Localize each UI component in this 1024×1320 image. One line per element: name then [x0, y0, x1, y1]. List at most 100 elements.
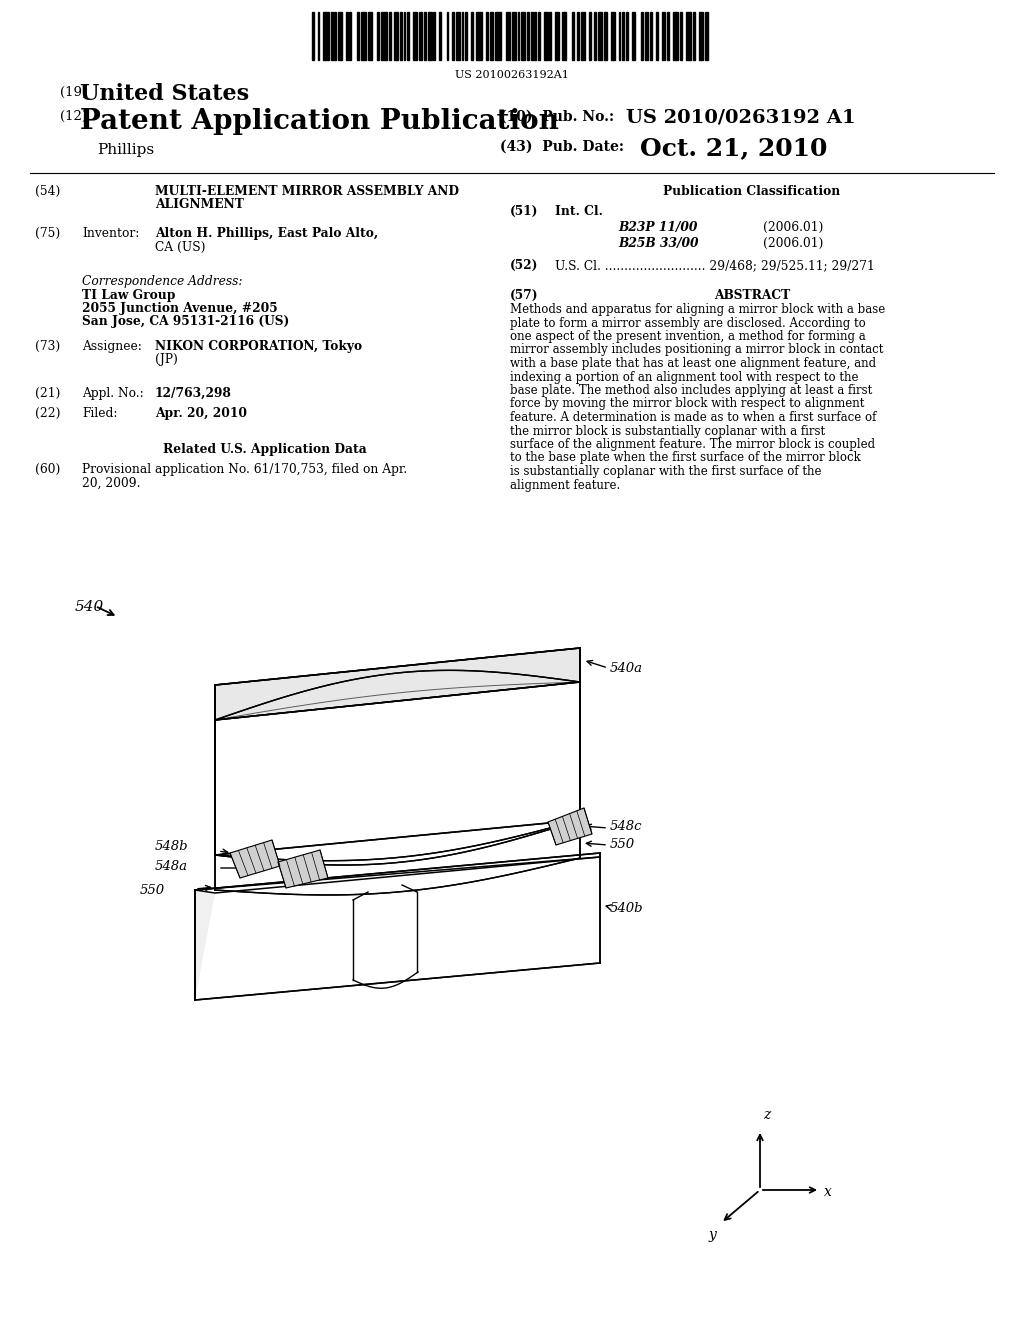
Bar	[527, 12, 528, 59]
Text: surface of the alignment feature. The mirror block is coupled: surface of the alignment feature. The mi…	[510, 438, 876, 451]
Text: one aspect of the present invention, a method for forming a: one aspect of the present invention, a m…	[510, 330, 865, 343]
Bar	[623, 12, 625, 59]
Text: (51): (51)	[510, 205, 539, 218]
Bar	[496, 12, 501, 59]
Text: Phillips: Phillips	[97, 143, 155, 157]
Bar	[641, 12, 643, 59]
Bar	[485, 12, 487, 59]
Bar	[462, 12, 464, 59]
Text: Correspondence Address:: Correspondence Address:	[82, 275, 243, 288]
Bar	[662, 12, 666, 59]
Bar	[346, 12, 347, 59]
Text: NIKON CORPORATION, Tokyo: NIKON CORPORATION, Tokyo	[155, 341, 362, 352]
Bar	[378, 12, 379, 59]
Bar	[626, 12, 628, 59]
Bar	[680, 12, 682, 59]
Text: (60): (60)	[35, 463, 60, 477]
Text: (12): (12)	[60, 110, 87, 123]
Text: Oct. 21, 2010: Oct. 21, 2010	[640, 136, 827, 160]
Bar	[446, 12, 449, 59]
Text: ALIGNMENT: ALIGNMENT	[155, 198, 244, 211]
Text: alignment feature.: alignment feature.	[510, 479, 621, 491]
Polygon shape	[195, 890, 215, 1001]
Bar	[356, 12, 358, 59]
Bar	[555, 12, 559, 59]
Bar	[439, 12, 441, 59]
Text: mirror assembly includes positioning a mirror block in contact: mirror assembly includes positioning a m…	[510, 343, 884, 356]
Polygon shape	[278, 850, 328, 888]
Text: B25B 33/00: B25B 33/00	[618, 238, 698, 249]
Bar	[582, 12, 585, 59]
Text: (21): (21)	[35, 387, 60, 400]
Text: force by moving the mirror block with respect to alignment: force by moving the mirror block with re…	[510, 397, 864, 411]
Bar	[428, 12, 432, 59]
Text: indexing a portion of an alignment tool with respect to the: indexing a portion of an alignment tool …	[510, 371, 858, 384]
Text: y: y	[709, 1228, 716, 1242]
Text: Appl. No.:: Appl. No.:	[82, 387, 143, 400]
Text: (54): (54)	[35, 185, 60, 198]
Text: Alton H. Phillips, East Palo Alto,: Alton H. Phillips, East Palo Alto,	[155, 227, 378, 240]
Text: x: x	[824, 1185, 831, 1199]
Text: U.S. Cl. .......................... 29/468; 29/525.11; 29/271: U.S. Cl. .......................... 29/4…	[555, 259, 874, 272]
Bar	[419, 12, 422, 59]
Bar	[517, 12, 519, 59]
Text: with a base plate that has at least one alignment feature, and: with a base plate that has at least one …	[510, 356, 877, 370]
Text: San Jose, CA 95131-2116 (US): San Jose, CA 95131-2116 (US)	[82, 315, 289, 329]
Text: 548b: 548b	[155, 841, 188, 854]
Bar	[394, 12, 398, 59]
Bar	[433, 12, 435, 59]
Bar	[512, 12, 516, 59]
Bar	[381, 12, 387, 59]
Bar	[645, 12, 648, 59]
Bar	[693, 12, 695, 59]
Bar	[530, 12, 532, 59]
Text: CA (US): CA (US)	[155, 240, 206, 253]
Text: 550: 550	[140, 883, 165, 896]
Text: (10)  Pub. No.:: (10) Pub. No.:	[500, 110, 614, 124]
Text: US 20100263192A1: US 20100263192A1	[455, 70, 569, 81]
Bar	[650, 12, 652, 59]
Text: Int. Cl.: Int. Cl.	[555, 205, 603, 218]
Text: 550: 550	[610, 838, 635, 851]
Text: to the base plate when the first surface of the mirror block: to the base plate when the first surface…	[510, 451, 861, 465]
Text: MULTI-ELEMENT MIRROR ASSEMBLY AND: MULTI-ELEMENT MIRROR ASSEMBLY AND	[155, 185, 459, 198]
Text: (22): (22)	[35, 407, 60, 420]
Bar	[594, 12, 596, 59]
Bar	[317, 12, 319, 59]
Bar	[544, 12, 548, 59]
Text: Patent Application Publication: Patent Application Publication	[80, 108, 559, 135]
Text: (19): (19)	[60, 86, 87, 99]
Bar	[550, 12, 551, 59]
Bar	[471, 12, 473, 59]
Text: is substantially coplanar with the first surface of the: is substantially coplanar with the first…	[510, 465, 821, 478]
Bar	[456, 12, 460, 59]
Bar	[611, 12, 614, 59]
Polygon shape	[215, 648, 580, 719]
Text: (2006.01): (2006.01)	[763, 220, 823, 234]
Bar	[338, 12, 342, 59]
Bar	[699, 12, 702, 59]
Bar	[656, 12, 657, 59]
Text: 548a: 548a	[155, 861, 188, 874]
Text: US 2010/0263192 A1: US 2010/0263192 A1	[626, 108, 856, 125]
Text: Methods and apparatus for aligning a mirror block with a base: Methods and apparatus for aligning a mir…	[510, 304, 886, 315]
Bar	[312, 12, 314, 59]
Bar	[324, 12, 329, 59]
Bar	[603, 12, 607, 59]
Bar	[368, 12, 372, 59]
Bar	[705, 12, 709, 59]
Bar	[360, 12, 367, 59]
Bar	[673, 12, 678, 59]
Bar	[476, 12, 482, 59]
Text: Provisional application No. 61/170,753, filed on Apr.: Provisional application No. 61/170,753, …	[82, 463, 408, 477]
Text: 548c: 548c	[610, 820, 642, 833]
Text: (52): (52)	[510, 259, 539, 272]
Text: Publication Classification: Publication Classification	[664, 185, 841, 198]
Bar	[349, 12, 351, 59]
Text: (JP): (JP)	[155, 354, 178, 367]
Bar	[632, 12, 635, 59]
Text: (57): (57)	[510, 289, 539, 302]
Bar	[507, 12, 510, 59]
Text: (73): (73)	[35, 341, 60, 352]
Bar	[589, 12, 591, 59]
